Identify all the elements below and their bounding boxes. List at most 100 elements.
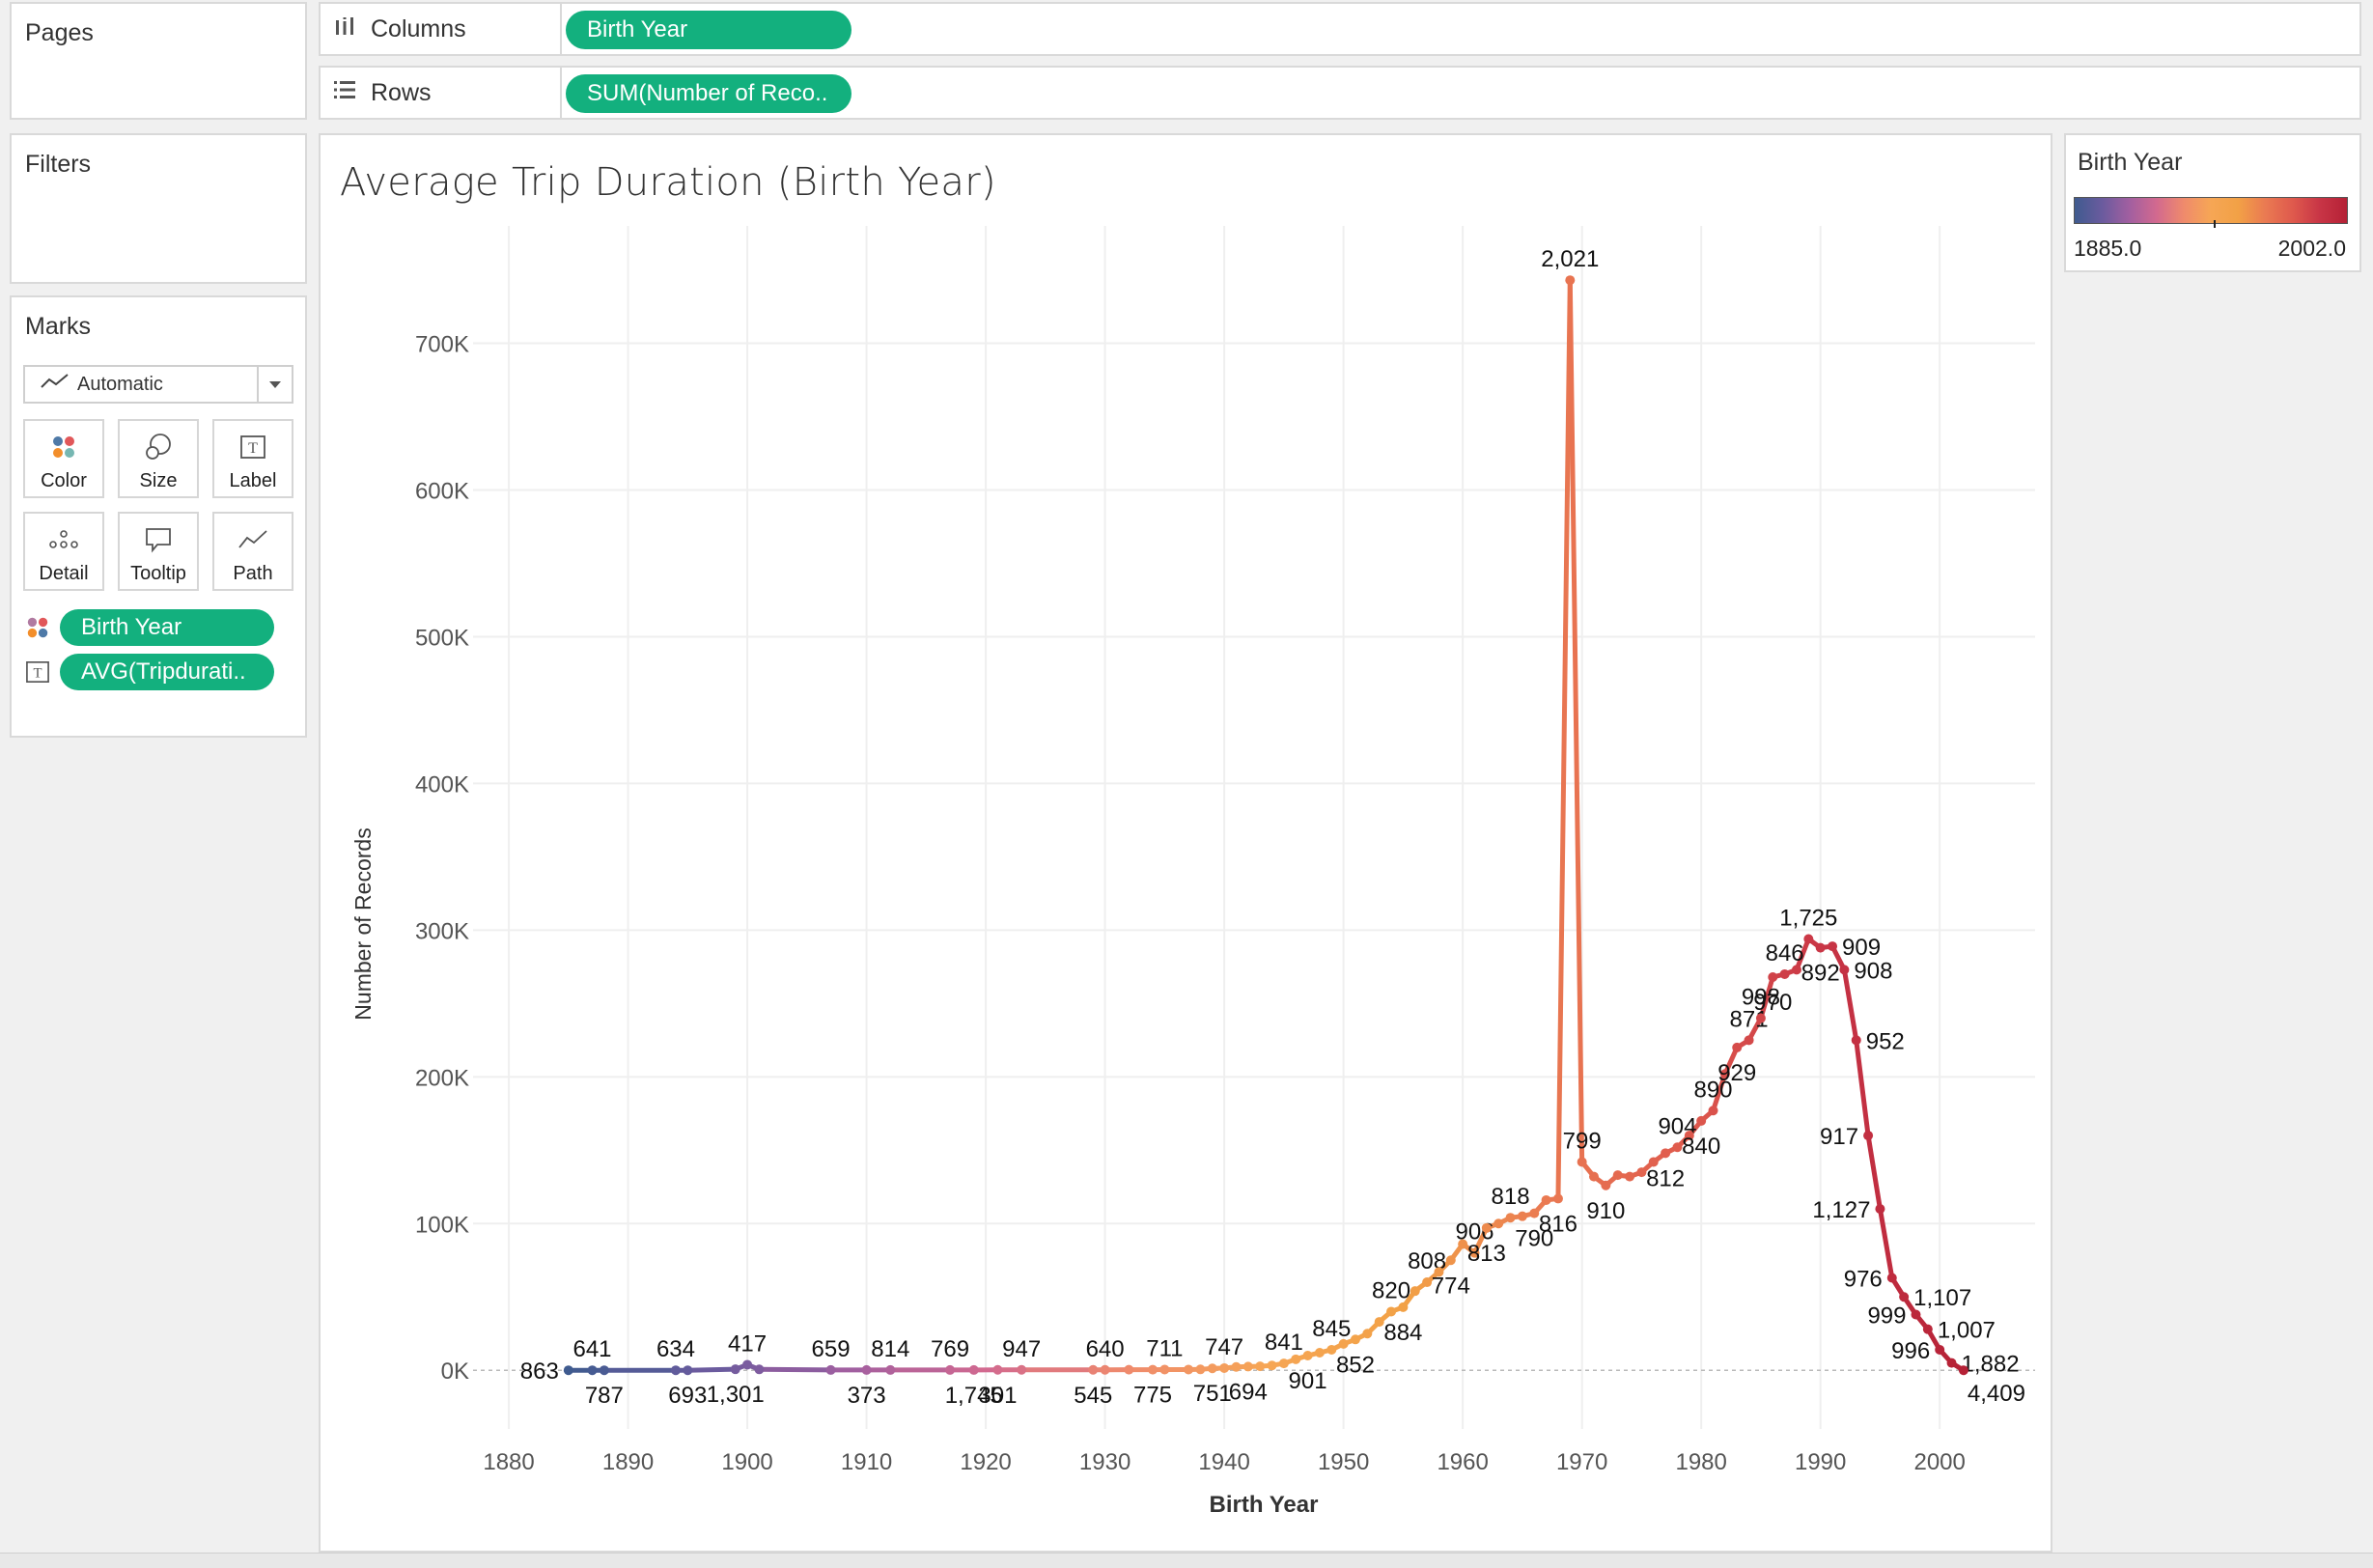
data-point [1350,1334,1360,1345]
data-label: 840 [1682,1134,1720,1160]
legend-marker [2214,220,2216,228]
pages-card: Pages [10,2,307,120]
data-label: 892 [1801,961,1840,987]
color-button[interactable]: Color [23,419,104,498]
data-label: 1,007 [1938,1318,1996,1344]
data-point [1386,1306,1397,1317]
data-point [1184,1364,1194,1375]
data-label: 929 [1717,1060,1756,1086]
y-tick-label: 700K [415,332,469,358]
columns-shelf[interactable]: Columns Birth Year [319,2,2361,56]
data-label: 694 [1229,1379,1268,1405]
data-label: 996 [1891,1338,1930,1364]
data-label: 1,725 [1779,905,1837,931]
marks-field-label[interactable]: T AVG(Tripdurati.. [23,653,274,691]
data-point [1612,1170,1623,1181]
data-point [730,1364,740,1375]
data-label: 787 [585,1383,624,1409]
series-line-segment [1758,974,1775,1022]
data-label: 545 [1074,1383,1112,1409]
data-point [1398,1302,1409,1312]
data-label: 970 [1753,990,1792,1016]
pages-title: Pages [25,19,94,46]
size-button-label: Size [139,470,178,491]
data-point [1946,1358,1957,1368]
data-point [1445,1255,1456,1266]
data-label: 641 [572,1336,611,1362]
data-point [1815,942,1826,953]
series-line-segment [1567,277,1585,1164]
data-point [1529,1208,1540,1218]
data-point [1863,1131,1874,1141]
data-point [1601,1180,1611,1190]
marks-pill-avg-tripduration[interactable]: AVG(Tripdurati.. [60,654,274,690]
rows-pill-sum-records[interactable]: SUM(Number of Reco.. [566,74,851,113]
legend-max-value: 2002.0 [2277,236,2346,261]
marks-pill-birth-year[interactable]: Birth Year [60,609,274,646]
data-label: 863 [520,1358,559,1385]
text-label-icon: T [23,660,52,684]
path-line-icon [214,523,292,556]
chevron-down-icon[interactable] [257,367,292,402]
data-point [945,1364,956,1375]
marks-field-color[interactable]: Birth Year [23,608,274,647]
filters-card[interactable]: Filters [10,133,307,284]
data-point [1291,1354,1301,1364]
data-label: 640 [1086,1336,1125,1362]
data-point [754,1364,765,1375]
detail-dots-icon [25,523,102,556]
legend-color-ramp[interactable] [2074,197,2348,224]
size-circles-icon [120,431,197,463]
data-point [1851,1035,1861,1046]
color-dots-icon [25,431,102,463]
data-label: 1,882 [1962,1352,2020,1378]
data-label: 1,107 [1913,1285,1971,1311]
data-point [1278,1358,1289,1369]
detail-button[interactable]: Detail [23,512,104,591]
data-point [1565,275,1576,286]
data-label: 4,409 [1968,1381,2025,1407]
line-chart[interactable]: 1880 1890 1900 1910 1920 1930 1940 1950 1960 1970… [321,135,2051,1551]
data-point [1255,1361,1266,1372]
data-point [885,1364,896,1375]
data-label: 952 [1866,1028,1905,1054]
data-point [1017,1364,1027,1375]
data-label: 774 [1432,1273,1470,1299]
rows-icon [332,79,357,106]
y-tick-label: 600K [415,479,469,505]
data-label: 999 [1867,1302,1906,1329]
data-point [1302,1351,1313,1361]
data-point [683,1365,693,1376]
data-point [1148,1364,1159,1375]
rows-shelf[interactable]: Rows SUM(Number of Reco.. [319,66,2361,120]
y-tick-label: 400K [415,771,469,798]
series-line-segment [1854,1037,1871,1138]
path-button[interactable]: Path [212,512,293,591]
mark-type-dropdown[interactable]: Automatic [23,365,293,404]
series-line-segment [1722,1045,1740,1077]
data-point [1911,1309,1921,1320]
data-point [1338,1338,1349,1349]
data-label: 852 [1336,1352,1375,1378]
series-line-segment [1711,1071,1728,1113]
data-point [1661,1148,1671,1159]
columns-pill-birth-year[interactable]: Birth Year [566,11,851,49]
data-point [1541,1194,1551,1205]
data-point [1088,1364,1099,1375]
series-line-segment [1794,936,1811,972]
tooltip-button[interactable]: Tooltip [118,512,199,591]
data-point [1231,1361,1242,1372]
data-point [1577,1157,1587,1167]
size-button[interactable]: Size [118,419,199,498]
data-point [1494,1218,1504,1229]
data-point [1768,971,1778,982]
tooltip-bubble-icon [120,523,197,556]
data-label: 816 [1539,1211,1577,1237]
label-button[interactable]: T Label [212,419,293,498]
chart-title: Average Trip Duration (Birth Year) [340,160,996,205]
data-point [1719,1069,1730,1079]
data-point [670,1365,681,1376]
data-point [1922,1324,1933,1334]
data-point [1672,1142,1683,1153]
data-point [1124,1364,1134,1375]
